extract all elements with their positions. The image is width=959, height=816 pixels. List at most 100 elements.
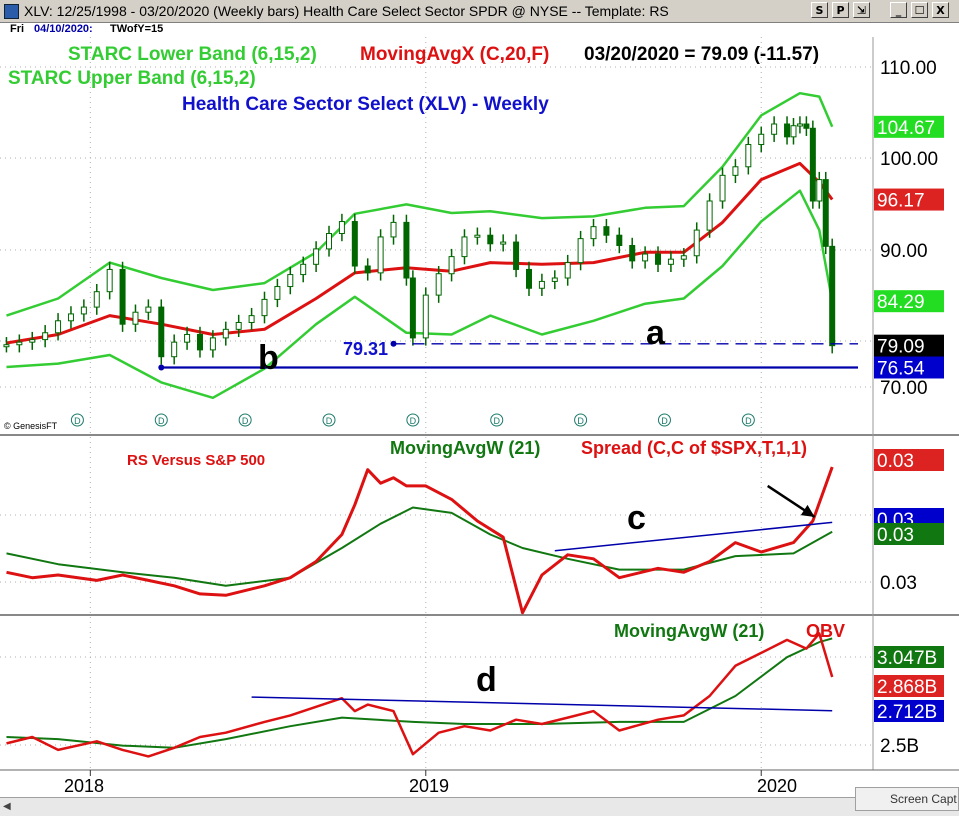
price-bar [55, 320, 62, 334]
annotation-d: d [476, 661, 497, 699]
price-bar [667, 258, 674, 265]
upper-band-line [6, 91, 834, 317]
price-bar [196, 333, 203, 351]
horizontal-scrollbar[interactable]: ◀ [0, 797, 959, 816]
price-badge-1-text: 96.17 [877, 191, 925, 212]
rs-badge-2-text: 0.03 [877, 525, 914, 546]
dividend-ring [238, 413, 252, 427]
scroll-left-icon[interactable]: ◀ [3, 801, 11, 812]
support-level-label: 79.31 [343, 339, 388, 359]
screen-capture-button[interactable]: Screen Capt [855, 787, 959, 811]
price-bar [409, 277, 416, 339]
x-tick-label: 2020 [757, 776, 797, 796]
price-bar [235, 321, 242, 330]
dividend-ring [70, 413, 84, 427]
dividend-marker: D [574, 413, 588, 427]
price-bar [119, 268, 126, 325]
dividend-ring [490, 413, 504, 427]
rs-panel: 0.03 0.03 0.03 [6, 449, 944, 615]
dividend-label: D [74, 416, 81, 426]
price-bar [829, 245, 836, 347]
obv-badge-0-bg [874, 646, 944, 668]
minimize-button[interactable]: _ [890, 2, 907, 18]
support-76-dot [158, 364, 165, 371]
obv-moving-avg-line [6, 637, 833, 749]
price-bar [313, 248, 320, 265]
price-badge-3: 79.09 [874, 334, 944, 358]
price-bar [680, 255, 687, 260]
arrow-icon [800, 504, 815, 517]
price-bar [758, 133, 765, 146]
dividend-marker: D [70, 413, 84, 427]
price-bar [93, 291, 100, 308]
price-bar [732, 166, 739, 176]
status-row: Fri 04/10/2020: TWofY=15 [0, 22, 959, 37]
price-bar [655, 253, 662, 265]
price-bar [29, 339, 36, 343]
price-bar [261, 298, 268, 317]
price-bar [513, 241, 520, 270]
window-title: XLV: 12/25/1998 - 03/20/2020 (Weekly bar… [24, 3, 669, 19]
upper-band-label: STARC Upper Band (6,15,2) [8, 68, 256, 89]
price-bar [603, 226, 610, 236]
price-bar [80, 306, 87, 315]
dividend-ring [406, 413, 420, 427]
obv-label: OBV [806, 621, 845, 641]
dividend-marker: D [741, 413, 755, 427]
y-tick-label: 110.00 [880, 58, 937, 79]
price-bar [629, 244, 636, 262]
price-bar [616, 234, 623, 246]
price-bar [145, 306, 152, 313]
dividend-ring [574, 413, 588, 427]
obv-badge-1-text: 2.868B [877, 677, 937, 698]
rs-badge-2: 0.03 [874, 523, 944, 546]
price-bar [803, 123, 810, 129]
price-bar [326, 233, 333, 250]
moving-avg-line [6, 161, 834, 345]
maximize-button[interactable]: ☐ [911, 2, 928, 18]
price-bar [564, 262, 571, 279]
annotation-c: c [627, 499, 646, 537]
dividend-marker: D [238, 413, 252, 427]
price-bar [248, 315, 255, 323]
price-bar [171, 341, 178, 358]
obv-moving-avg-label: MovingAvgW (21) [614, 621, 764, 641]
obv-badge-2-bg [874, 700, 944, 722]
price-bar [42, 332, 49, 341]
price-badge-4-bg [874, 356, 944, 379]
dividend-ring [657, 413, 671, 427]
annotation-b: b [258, 339, 279, 377]
price-bar [448, 256, 455, 275]
obv-panel: 3.047B 2.868B 2.712B [6, 632, 944, 758]
price-badge-2-text: 84.29 [877, 292, 925, 313]
dividend-marker: D [490, 413, 504, 427]
obv-line [6, 632, 834, 758]
s-button[interactable]: S [811, 2, 828, 18]
dividend-label: D [661, 416, 668, 426]
price-badge-0-text: 104.67 [877, 118, 935, 139]
price-bar [551, 277, 558, 282]
obv-badge-1-bg [874, 675, 944, 697]
obv-badge-0-text: 3.047B [877, 648, 937, 669]
dividend-label: D [326, 416, 333, 426]
watermark: © GenesisFT [4, 421, 58, 431]
rs-trendline [554, 521, 833, 552]
rs-badge-0-text: 0.03 [877, 451, 914, 472]
price-bar [351, 221, 358, 267]
spread-label: Spread (C,C of $SPX,T,1,1) [581, 438, 807, 458]
p-button[interactable]: P [832, 2, 849, 18]
close-button[interactable]: X [932, 2, 949, 18]
dividend-label: D [410, 416, 417, 426]
date-day: Fri [10, 23, 25, 35]
price-bar [461, 236, 468, 258]
price-bar [184, 333, 191, 343]
price-badge-3-bg [874, 334, 944, 357]
resize-icon[interactable]: ⇲ [853, 2, 870, 18]
window-title-bar: XLV: 12/25/1998 - 03/20/2020 (Weekly bar… [0, 0, 959, 23]
dividend-ring [154, 413, 168, 427]
dividend-marker: D [657, 413, 671, 427]
dividend-label: D [242, 416, 249, 426]
rs-line [6, 466, 834, 615]
price-bar [784, 123, 791, 138]
